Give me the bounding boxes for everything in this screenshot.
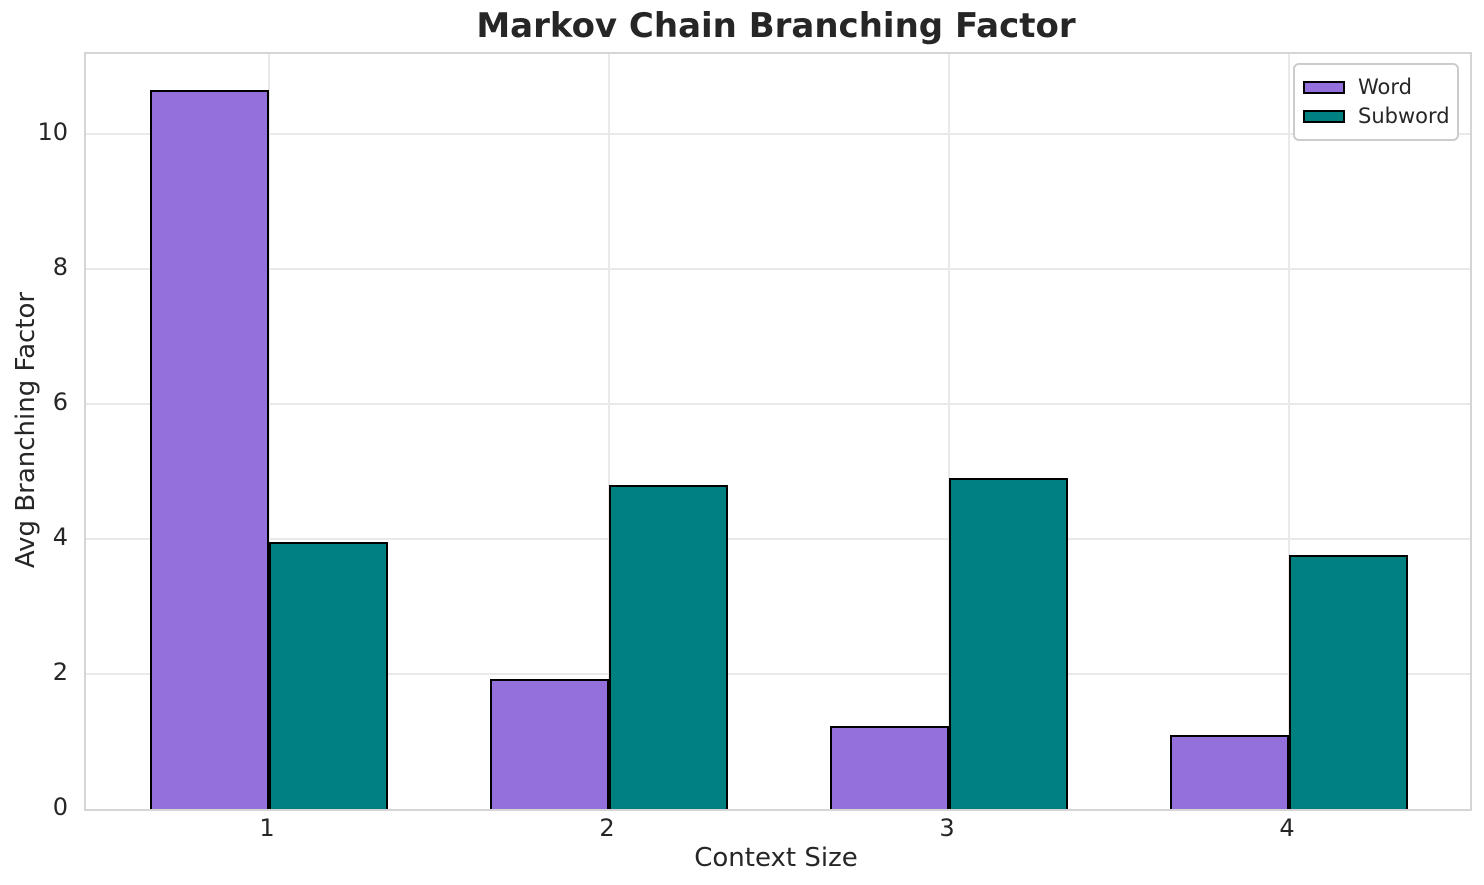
x-tick-label: 1 [259, 814, 275, 842]
bar-word-1 [150, 90, 269, 809]
legend-label-word: Word [1358, 75, 1412, 99]
h-gridline [86, 133, 1470, 136]
v-gridline [948, 54, 950, 809]
x-tick-label: 3 [939, 814, 955, 842]
bar-subword-3 [949, 478, 1068, 809]
h-gridline [86, 403, 1470, 406]
plot-area [84, 52, 1472, 811]
legend: Word Subword [1293, 63, 1459, 141]
x-axis-label: Context Size [694, 843, 858, 873]
x-tick-label: 2 [599, 814, 615, 842]
bar-word-2 [490, 679, 609, 809]
v-gridline [268, 54, 270, 809]
y-tick-label: 10 [37, 118, 68, 147]
legend-swatch-subword [1303, 110, 1345, 123]
h-gridline [86, 538, 1470, 541]
y-tick-label: 0 [52, 793, 68, 821]
y-tick-label: 8 [52, 253, 68, 282]
chart-title: Markov Chain Branching Factor [476, 6, 1076, 46]
bar-word-4 [1170, 735, 1289, 809]
bar-subword-2 [609, 485, 728, 809]
v-gridline [1288, 54, 1290, 809]
y-tick-label: 6 [52, 388, 68, 417]
legend-swatch-word [1303, 81, 1345, 94]
y-axis-label: Avg Branching Factor [11, 291, 41, 569]
legend-item: Subword [1303, 102, 1450, 131]
v-gridline [608, 54, 610, 809]
legend-label-subword: Subword [1358, 104, 1450, 128]
bar-word-3 [830, 726, 949, 809]
y-tick-label: 2 [52, 658, 68, 687]
y-tick-label: 4 [52, 523, 68, 552]
legend-item: Word [1303, 73, 1447, 102]
x-tick-label: 4 [1279, 814, 1295, 842]
h-gridline [86, 268, 1470, 271]
h-gridline [86, 673, 1470, 676]
bar-subword-1 [269, 542, 388, 809]
bar-subword-4 [1289, 555, 1408, 809]
